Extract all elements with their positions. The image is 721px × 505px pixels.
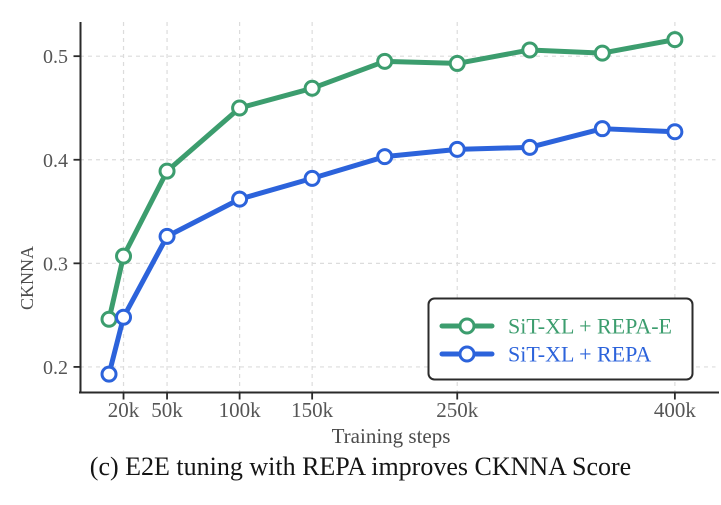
data-point bbox=[521, 41, 539, 59]
data-point bbox=[448, 140, 466, 158]
data-point bbox=[231, 190, 249, 208]
figure-caption: (c) E2E tuning with REPA improves CKNNA … bbox=[89, 452, 632, 481]
data-point bbox=[158, 227, 176, 245]
data-point bbox=[100, 365, 118, 383]
axis-tick-labels: 20k 50k 100k 150k 250k 400k 0.2 0.3 0.4 0.5 bbox=[43, 46, 696, 422]
x-tick-label: 250k bbox=[436, 398, 479, 422]
x-axis-label: Training steps bbox=[332, 424, 451, 448]
data-point bbox=[666, 31, 684, 49]
data-point bbox=[158, 162, 176, 180]
x-tick-label: 100k bbox=[219, 398, 262, 422]
x-tick-label: 20k bbox=[108, 398, 140, 422]
data-series bbox=[100, 31, 684, 383]
cknna-line-chart: 20k 50k 100k 150k 250k 400k 0.2 0.3 0.4 0.5 Train… bbox=[17, 22, 719, 448]
data-point bbox=[593, 120, 611, 138]
legend-sample-marker bbox=[458, 345, 476, 363]
data-point bbox=[100, 310, 118, 328]
legend-box bbox=[427, 297, 694, 381]
data-point bbox=[115, 308, 133, 326]
x-tick-label: 150k bbox=[291, 398, 334, 422]
data-point bbox=[448, 54, 466, 72]
legend-label: SiT-XL + REPA-E bbox=[508, 314, 672, 339]
legend: SiT-XL + REPA-E SiT-XL + REPA bbox=[427, 297, 694, 381]
x-tick-label: 50k bbox=[151, 398, 183, 422]
series-line-0 bbox=[106, 37, 678, 322]
data-point bbox=[376, 52, 394, 70]
data-point bbox=[521, 138, 539, 156]
data-point bbox=[666, 123, 684, 141]
x-tick-label: 400k bbox=[654, 398, 697, 422]
data-point bbox=[376, 148, 394, 166]
y-tick-label: 0.4 bbox=[43, 150, 68, 172]
data-point bbox=[303, 79, 321, 97]
axes-spines bbox=[79, 22, 719, 394]
series-line-1 bbox=[106, 126, 678, 377]
data-point bbox=[231, 99, 249, 117]
data-point bbox=[593, 44, 611, 62]
data-point bbox=[115, 247, 133, 265]
legend-sample-marker bbox=[458, 317, 476, 335]
axis-ticks bbox=[73, 55, 676, 400]
y-tick-label: 0.3 bbox=[43, 253, 68, 275]
y-tick-label: 0.5 bbox=[43, 46, 68, 68]
y-axis-label: CKNNA bbox=[17, 246, 37, 310]
data-point bbox=[303, 169, 321, 187]
legend-label: SiT-XL + REPA bbox=[508, 342, 651, 367]
y-tick-label: 0.2 bbox=[43, 357, 68, 379]
